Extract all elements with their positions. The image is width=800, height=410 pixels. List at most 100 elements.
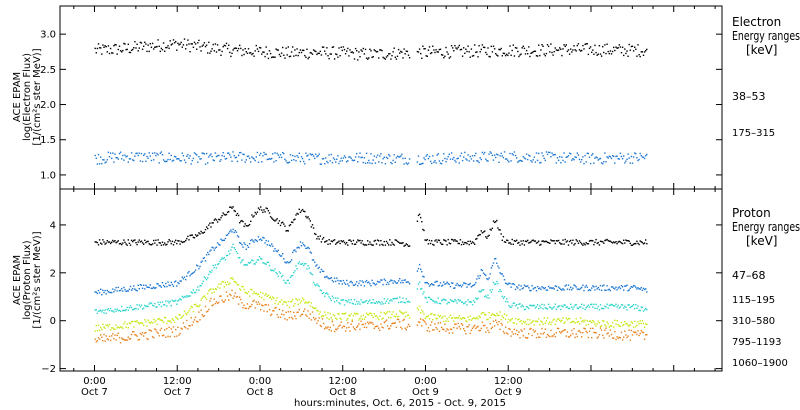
data-point — [298, 247, 300, 249]
data-point — [600, 329, 603, 331]
data-point — [611, 50, 614, 53]
data-point — [160, 305, 163, 308]
data-point — [107, 338, 110, 341]
data-point — [128, 306, 131, 309]
data-point — [459, 239, 462, 241]
data-point — [271, 56, 273, 59]
data-point — [340, 157, 342, 159]
data-point — [95, 52, 97, 54]
data-point — [517, 318, 519, 321]
data-point — [506, 332, 508, 334]
data-point — [553, 306, 555, 308]
data-point — [391, 313, 393, 316]
data-point — [559, 287, 561, 289]
data-point — [208, 224, 210, 226]
data-point — [306, 302, 308, 304]
data-point — [177, 281, 179, 284]
data-point — [508, 242, 510, 244]
data-point — [536, 285, 539, 288]
proton-legend-title-2: Energy ranges — [732, 220, 800, 234]
data-point — [443, 239, 445, 241]
data-point — [539, 244, 541, 246]
data-point — [248, 243, 251, 245]
data-point — [164, 242, 166, 244]
data-point — [603, 161, 605, 163]
electron-plot-frame — [59, 5, 723, 190]
data-point — [477, 297, 479, 299]
data-point — [201, 314, 203, 316]
data-point — [478, 161, 480, 164]
data-point — [243, 153, 245, 156]
data-point — [305, 247, 307, 250]
data-point — [207, 251, 209, 254]
data-point — [189, 325, 191, 327]
data-point — [347, 322, 349, 324]
data-point — [274, 248, 276, 250]
data-point — [496, 280, 498, 283]
data-point — [570, 48, 572, 50]
data-point — [269, 52, 272, 55]
data-point — [191, 234, 193, 236]
data-point — [561, 289, 563, 291]
data-point — [536, 241, 539, 244]
data-point — [157, 318, 159, 320]
data-point — [469, 56, 471, 58]
data-point — [295, 54, 297, 57]
data-point — [257, 161, 260, 163]
data-point — [586, 331, 588, 334]
data-point — [359, 239, 361, 242]
data-point — [522, 320, 524, 323]
data-point — [453, 156, 455, 159]
data-point — [507, 159, 509, 162]
data-point — [392, 159, 394, 162]
data-point — [317, 267, 319, 270]
data-point — [403, 245, 405, 247]
data-point — [223, 239, 225, 241]
data-point — [594, 157, 596, 159]
data-point — [159, 242, 161, 244]
data-point — [465, 333, 467, 335]
data-point — [389, 239, 391, 241]
data-point — [566, 288, 569, 290]
data-point — [420, 268, 422, 270]
data-point — [321, 318, 324, 320]
data-point — [550, 287, 552, 289]
data-point — [368, 57, 370, 59]
data-point — [614, 305, 616, 307]
data-point — [230, 156, 232, 158]
data-point — [614, 242, 616, 244]
data-point — [624, 162, 626, 164]
data-point — [268, 158, 271, 160]
data-point — [279, 301, 282, 303]
data-point — [187, 39, 189, 41]
data-point — [595, 156, 597, 158]
data-point — [457, 157, 459, 159]
data-point — [391, 279, 393, 282]
data-point — [393, 322, 395, 324]
data-point — [139, 284, 142, 286]
data-point — [106, 289, 108, 292]
data-point — [539, 287, 541, 289]
data-point — [502, 330, 505, 333]
data-point — [571, 321, 573, 323]
data-point — [444, 283, 446, 285]
data-point — [204, 260, 207, 262]
data-point — [408, 325, 411, 327]
data-point — [486, 237, 488, 239]
data-point — [225, 291, 228, 293]
data-point — [554, 335, 556, 338]
data-point — [378, 161, 380, 163]
data-point — [253, 55, 255, 57]
data-point — [278, 301, 281, 303]
data-point — [541, 286, 543, 288]
data-point — [157, 332, 159, 334]
data-point — [557, 159, 560, 162]
data-point — [416, 307, 419, 309]
data-point — [573, 159, 575, 161]
data-point — [525, 153, 528, 155]
data-point — [502, 52, 505, 54]
data-point — [517, 242, 519, 244]
data-point — [283, 279, 285, 281]
data-point — [159, 329, 161, 331]
data-point — [321, 270, 324, 272]
